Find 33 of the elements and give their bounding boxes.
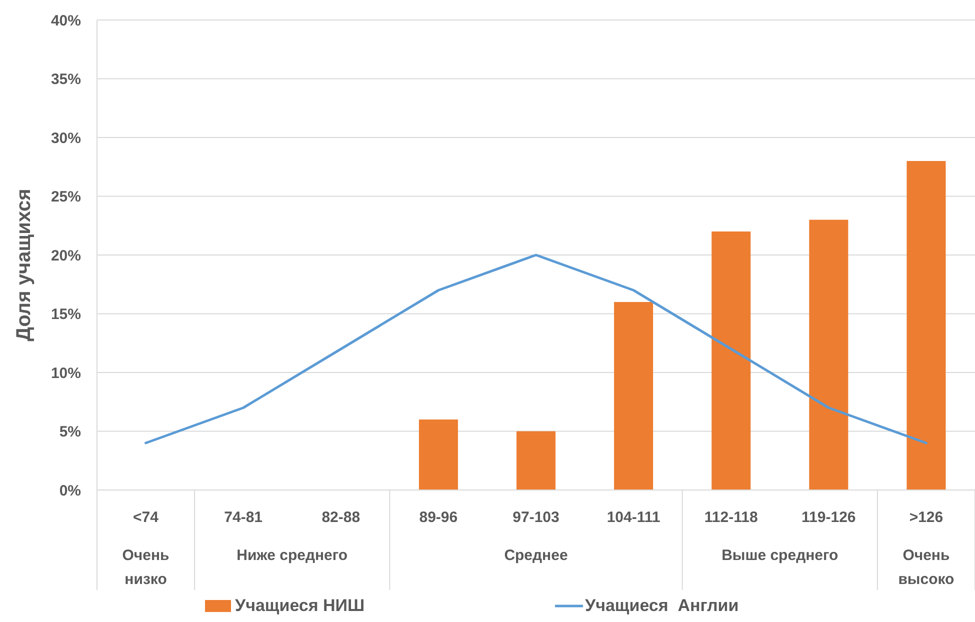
text: Очень высоко [898, 547, 954, 588]
text: Ниже среднего [236, 547, 348, 564]
x-tick-label: 97-103 [512, 509, 560, 526]
bar [906, 161, 946, 490]
y-tick-label: 25% [50, 188, 81, 206]
line-series [144, 254, 928, 444]
y-tick-label: 15% [50, 306, 81, 323]
text: Среднее [504, 547, 568, 564]
x-tick-label: 89-96 [419, 509, 458, 526]
y-axis-title: Доля учащихся [13, 188, 35, 342]
y-tick-label: 35% [50, 71, 81, 88]
bar [418, 420, 458, 490]
y-tick-label: 20% [50, 247, 81, 264]
y-tick-label: 5% [59, 424, 81, 440]
x-tick-label: 104-111 [606, 509, 660, 526]
x-tick-label: >126 [909, 509, 944, 526]
x-tick-label: 74-81 [224, 509, 263, 526]
x-tick-label: <74 [133, 509, 160, 526]
y-tick-label: 40% [50, 12, 81, 30]
legend-label: Учащиеся НИШ [235, 596, 365, 615]
bar [614, 302, 654, 490]
x-tick-label: 82-88 [322, 509, 360, 526]
bar [516, 431, 556, 490]
bar [809, 220, 848, 490]
x-tick-label: 119-126 [802, 509, 856, 526]
legend-label: Учащиеся Англии [585, 596, 739, 615]
y-tick-label: 10% [50, 364, 81, 382]
y-tick-label: 0% [59, 482, 81, 500]
x-tick-label: 112-118 [704, 509, 758, 526]
text: Очень низко [122, 547, 170, 588]
y-tick-label: 30% [50, 130, 81, 147]
text: Выше среднего [722, 547, 838, 564]
bar [712, 232, 751, 490]
